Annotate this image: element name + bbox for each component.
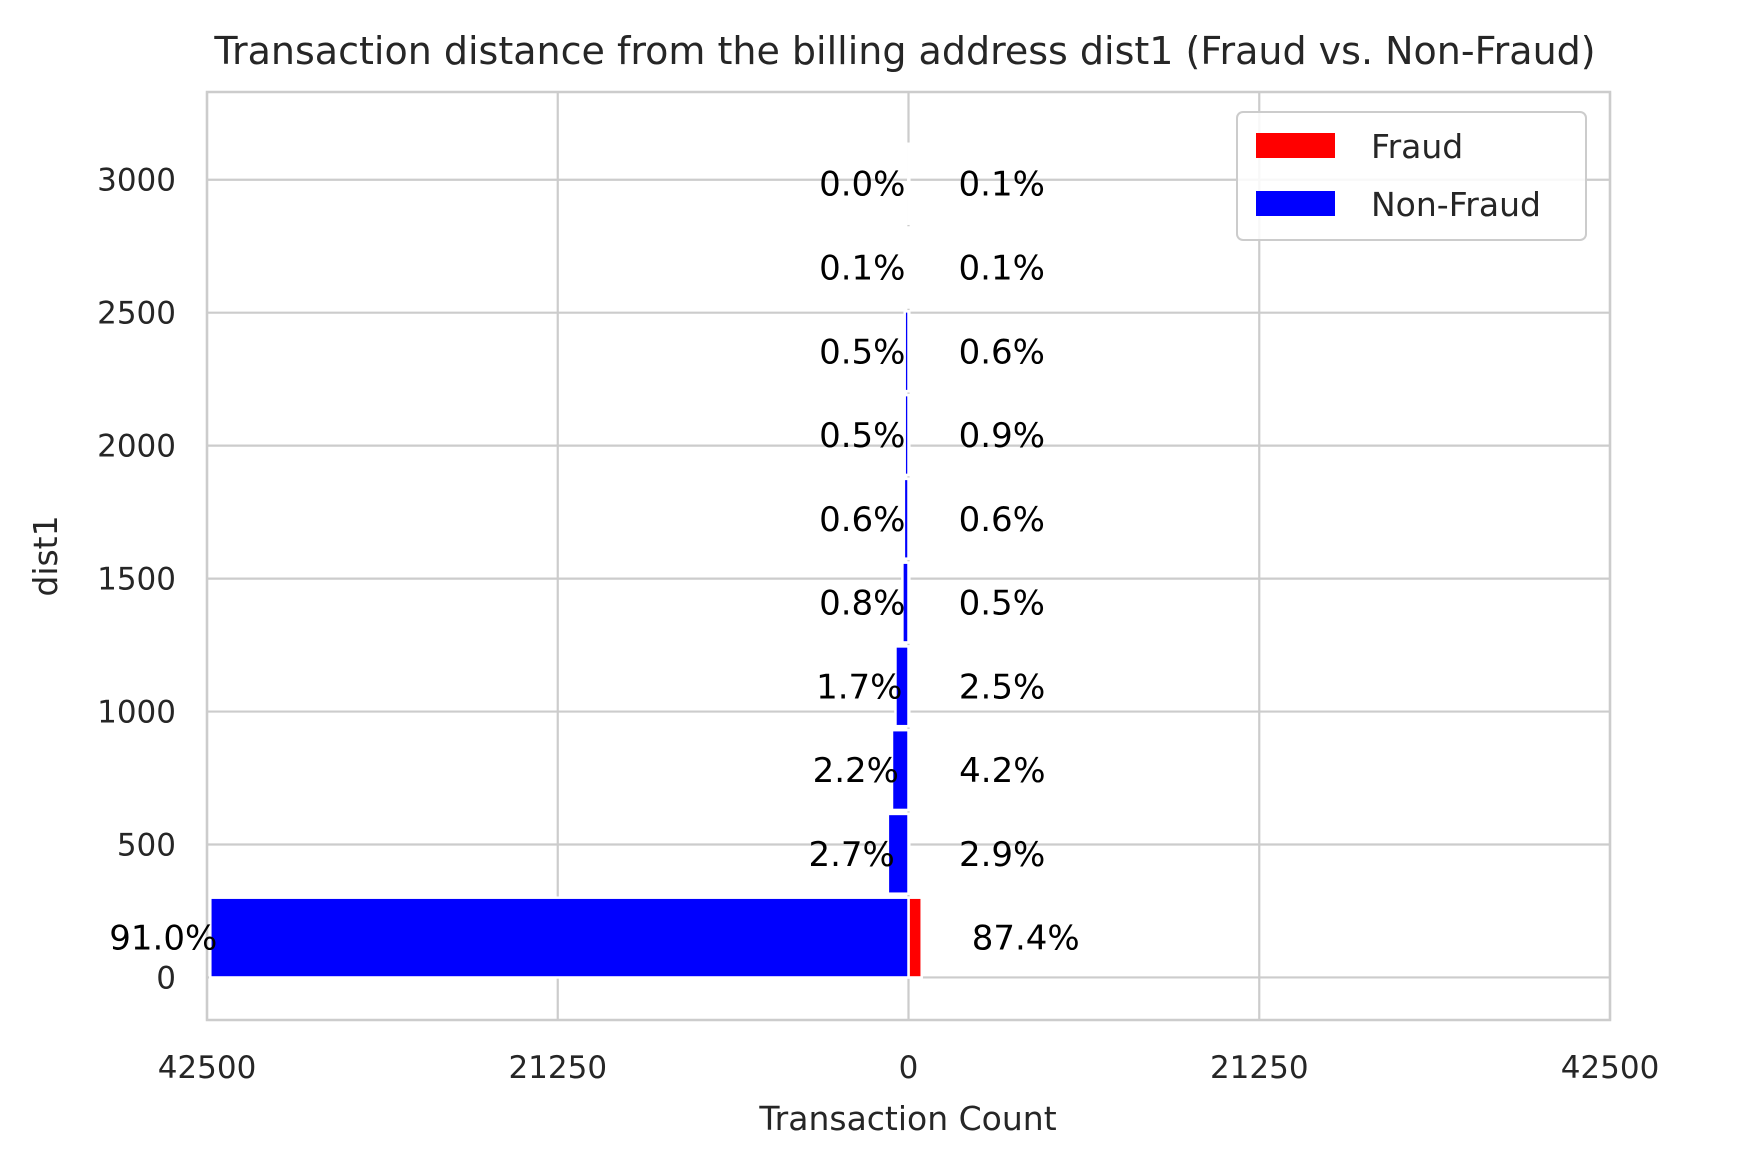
y-tick-label: 3000 xyxy=(97,163,176,199)
bar-non-fraud xyxy=(886,812,910,895)
percent-label-non-fraud: 0.6% xyxy=(819,500,905,540)
x-axis-label: Transaction Count xyxy=(758,1099,1056,1138)
percent-label-fraud: 2.9% xyxy=(959,835,1045,875)
percent-label-fraud: 4.2% xyxy=(959,751,1045,791)
percent-label-non-fraud: 91.0% xyxy=(109,919,217,959)
bar-non-fraud xyxy=(901,561,910,644)
percent-label-fraud: 87.4% xyxy=(972,919,1080,959)
bar-fraud xyxy=(907,896,923,979)
bars xyxy=(209,142,923,979)
percent-label-non-fraud: 1.7% xyxy=(816,667,902,707)
percent-label-non-fraud: 0.0% xyxy=(819,165,905,205)
percent-label-non-fraud: 0.5% xyxy=(819,416,905,456)
legend: Fraud Non-Fraud xyxy=(1236,111,1587,241)
chart-title: Transaction distance from the billing ad… xyxy=(213,29,1595,73)
bar-non-fraud xyxy=(906,226,910,309)
y-tick-label: 2000 xyxy=(97,429,176,465)
legend-label-non-fraud: Non-Fraud xyxy=(1371,185,1541,224)
percent-label-fraud: 0.5% xyxy=(959,584,1045,624)
percent-label-fraud: 2.5% xyxy=(959,667,1045,707)
bar-non-fraud xyxy=(903,393,910,477)
y-tick-label: 1500 xyxy=(97,562,176,598)
y-tick-label: 500 xyxy=(117,828,176,864)
y-tick-label: 0 xyxy=(156,960,176,996)
y-tick-labels: 0 500 1000 1500 2000 2500 3000 xyxy=(97,163,176,997)
bar-non-fraud xyxy=(209,896,910,979)
percent-label-non-fraud: 2.7% xyxy=(808,835,894,875)
y-axis-label: dist1 xyxy=(26,515,65,596)
percent-label-non-fraud: 0.5% xyxy=(819,332,905,372)
y-tick-label: 1000 xyxy=(97,695,176,731)
x-tick-label: 42500 xyxy=(158,1050,257,1086)
x-tick-label: 0 xyxy=(899,1050,919,1086)
percent-label-non-fraud: 0.1% xyxy=(819,248,905,288)
percent-label-non-fraud: 2.2% xyxy=(813,751,899,791)
x-tick-labels: 42500 21250 0 21250 42500 xyxy=(158,1050,1660,1086)
y-tick-label: 2500 xyxy=(97,296,176,332)
plot-frame xyxy=(205,90,1612,1022)
legend-swatch-fraud xyxy=(1256,133,1335,158)
percent-label-fraud: 0.1% xyxy=(959,165,1045,205)
legend-label-fraud: Fraud xyxy=(1371,127,1463,166)
percent-label-fraud: 0.1% xyxy=(959,248,1045,288)
x-tick-label: 21250 xyxy=(508,1050,607,1086)
percent-label-fraud: 0.9% xyxy=(959,416,1045,456)
percent-label-fraud: 0.6% xyxy=(959,500,1045,540)
percent-labels: 87.4% 2.9% 4.2% 2.5% 0.5% 0.6% 0.9% 0.6% 0.1% 0.1… xyxy=(109,165,1079,959)
bar-non-fraud xyxy=(903,310,910,393)
x-tick-label: 21250 xyxy=(1210,1050,1309,1086)
percent-label-fraud: 0.6% xyxy=(959,332,1045,372)
bar-non-fraud xyxy=(902,477,910,560)
legend-swatch-non-fraud xyxy=(1256,191,1335,216)
percent-label-non-fraud: 0.8% xyxy=(819,584,905,624)
bar-non-fraud xyxy=(907,142,911,225)
x-tick-label: 42500 xyxy=(1561,1050,1660,1086)
bar-non-fraud xyxy=(890,728,910,812)
bar-non-fraud xyxy=(894,645,910,728)
